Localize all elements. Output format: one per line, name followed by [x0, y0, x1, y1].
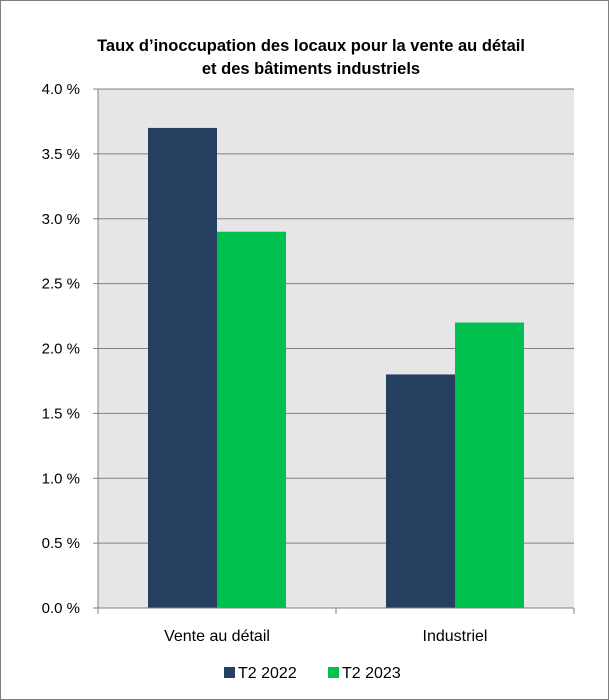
bars	[148, 127, 524, 609]
y-tick-label: 3.5 %	[42, 146, 80, 163]
axes	[93, 88, 575, 614]
y-tick-label: 0.0 %	[42, 600, 80, 617]
x-category-labels: Vente au détail Industriel	[164, 628, 487, 645]
bar-t2-2022-1	[386, 374, 455, 608]
bar-t2-2023-0	[217, 231, 286, 608]
chart-title: Taux d’inoccupation des locaux pour la v…	[97, 37, 525, 78]
y-tick-label: 0.5 %	[42, 535, 80, 552]
x-category-label: Vente au détail	[164, 628, 270, 645]
y-tick-label: 1.0 %	[42, 470, 80, 487]
legend-label: T2 2023	[342, 665, 401, 682]
y-tick-labels: 0.0 % 0.5 % 1.0 % 1.5 % 2.0 % 2.5 % 3.0 % 3.5 %…	[42, 81, 80, 617]
y-tick-label: 2.5 %	[42, 276, 80, 293]
legend-swatch	[224, 667, 235, 678]
legend-label: T2 2022	[238, 665, 297, 682]
x-category-label: Industriel	[423, 628, 488, 645]
bar-t2-2022-0	[148, 127, 217, 609]
y-tick-label: 3.0 %	[42, 211, 80, 228]
y-tick-label: 4.0 %	[42, 81, 80, 98]
bar-t2-2023-1	[455, 322, 524, 608]
y-tick-label: 1.5 %	[42, 405, 80, 422]
y-tick-label: 2.0 %	[42, 341, 80, 358]
legend-swatch	[328, 667, 339, 678]
legend: T2 2022 T2 2023	[224, 665, 401, 682]
